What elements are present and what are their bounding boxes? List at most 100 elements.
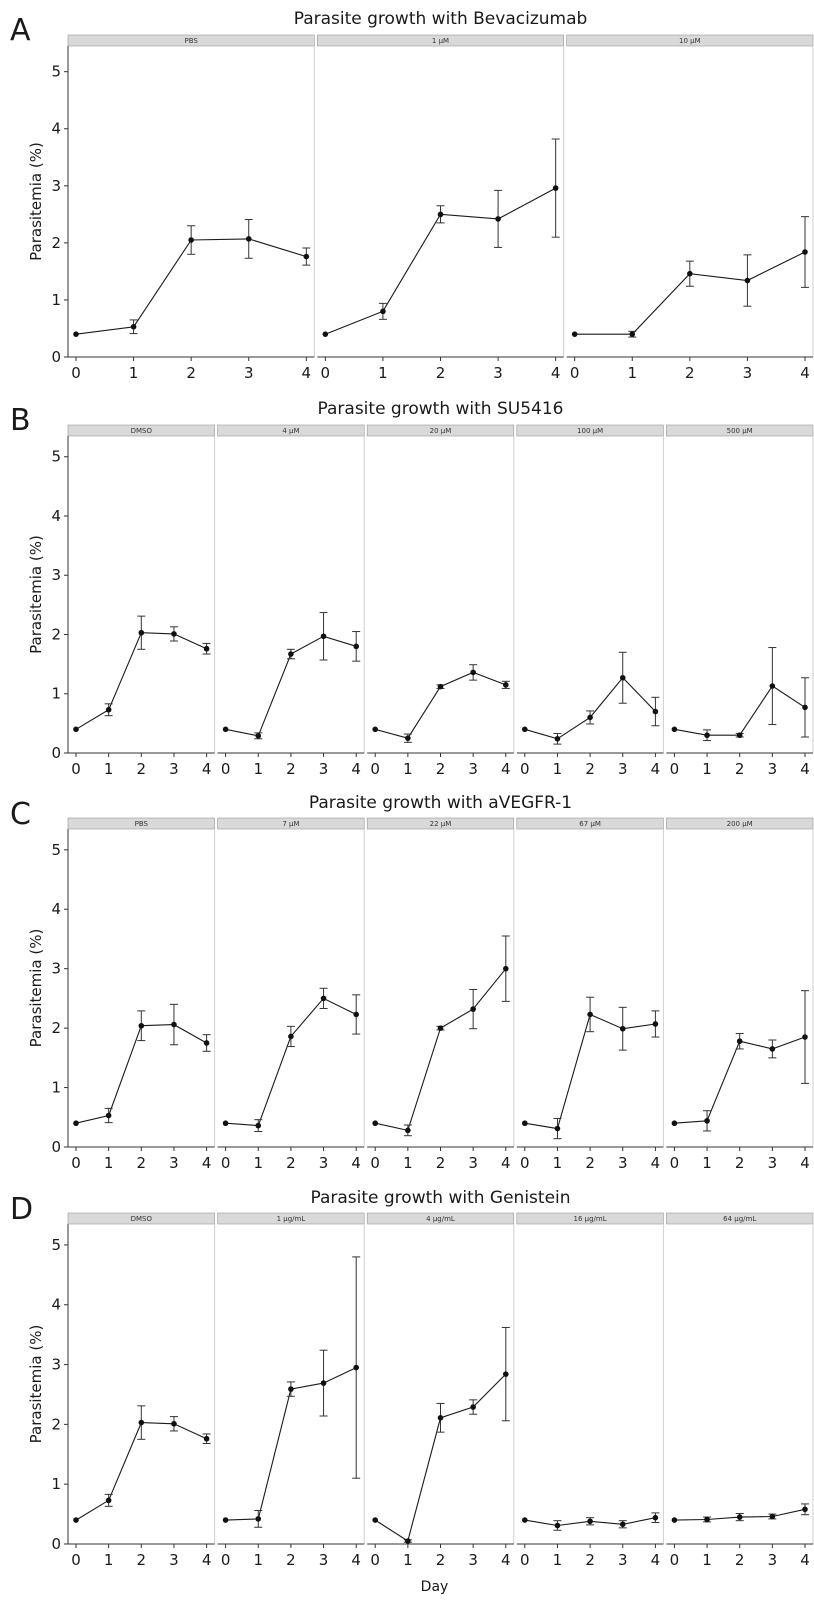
facet-label: 4 μg/mL bbox=[426, 1215, 455, 1223]
x-tick-label: 2 bbox=[436, 1551, 446, 1569]
data-point bbox=[73, 726, 79, 733]
facet-strip bbox=[366, 1212, 515, 1225]
data-point bbox=[503, 965, 509, 972]
x-tick-label: 1 bbox=[104, 760, 114, 778]
data-point bbox=[222, 1120, 229, 1127]
x-tick-label: 2 bbox=[585, 1154, 595, 1172]
panel-letter: C bbox=[10, 797, 31, 832]
data-point bbox=[255, 1516, 262, 1522]
y-tick-label: 5 bbox=[51, 63, 61, 81]
data-point bbox=[437, 1025, 444, 1031]
x-axis-title: Day bbox=[421, 1579, 449, 1595]
x-tick-label: 4 bbox=[202, 760, 212, 778]
x-tick-label: 1 bbox=[104, 1154, 114, 1172]
y-axis-title: Parasitemia (%) bbox=[27, 1325, 45, 1444]
x-tick-label: 0 bbox=[370, 760, 380, 778]
facet-strip bbox=[666, 424, 814, 437]
x-tick-label: 2 bbox=[286, 1551, 296, 1569]
x-tick-label: 4 bbox=[800, 1551, 810, 1569]
series-line bbox=[374, 1373, 507, 1542]
data-point bbox=[288, 651, 294, 657]
data-point bbox=[437, 1414, 444, 1421]
data-point bbox=[203, 1040, 210, 1046]
data-point bbox=[802, 1034, 808, 1040]
x-tick-label: 1 bbox=[553, 1154, 563, 1172]
y-axis-title: Parasitemia (%) bbox=[27, 535, 45, 654]
facet-label: 1 μM bbox=[432, 37, 449, 45]
data-point bbox=[303, 253, 310, 260]
data-point bbox=[619, 1521, 626, 1528]
data-point bbox=[587, 1518, 593, 1525]
x-tick-label: 4 bbox=[800, 760, 810, 778]
x-tick-label: 3 bbox=[618, 1154, 628, 1172]
data-point bbox=[203, 1435, 210, 1442]
facet: 16 μg/mL 0 1 2 3 4 bbox=[516, 1212, 664, 1569]
data-point bbox=[652, 1514, 659, 1521]
data-point bbox=[322, 331, 329, 337]
x-tick-label: 3 bbox=[319, 1154, 329, 1172]
x-tick-label: 4 bbox=[202, 1551, 212, 1569]
facet-strip bbox=[366, 817, 515, 830]
data-point bbox=[470, 1404, 476, 1410]
x-tick-label: 1 bbox=[253, 1551, 263, 1569]
y-tick-label: 0 bbox=[51, 1138, 61, 1156]
facet: DMSO 0 1 2 3 4 bbox=[67, 1212, 216, 1569]
data-point bbox=[619, 1025, 626, 1032]
data-point bbox=[138, 629, 145, 636]
panel-letter: B bbox=[10, 403, 31, 438]
x-tick-label: 0 bbox=[221, 760, 231, 778]
x-tick-label: 2 bbox=[685, 364, 695, 382]
data-point bbox=[222, 1517, 229, 1523]
facet-strip bbox=[516, 424, 664, 437]
data-point bbox=[554, 735, 561, 742]
x-tick-label: 2 bbox=[585, 760, 595, 778]
data-point bbox=[138, 1022, 145, 1029]
facet-strip bbox=[666, 1212, 814, 1225]
data-point bbox=[619, 674, 626, 681]
facet: 1 μM 0 1 2 3 4 bbox=[317, 34, 565, 382]
data-point bbox=[769, 1513, 776, 1520]
x-tick-label: 2 bbox=[137, 760, 147, 778]
y-tick-label: 1 bbox=[51, 1475, 61, 1493]
facet-strip bbox=[516, 817, 664, 830]
x-tick-label: 4 bbox=[501, 1551, 511, 1569]
data-point bbox=[495, 216, 501, 222]
y-tick-label: 4 bbox=[51, 1296, 61, 1314]
y-tick-label: 2 bbox=[51, 1019, 61, 1037]
facet: 4 μM 0 1 2 3 4 bbox=[217, 424, 365, 778]
data-point bbox=[372, 1120, 379, 1127]
data-point bbox=[736, 732, 743, 739]
data-point bbox=[687, 270, 693, 277]
facet: 500 μM 0 1 2 3 4 bbox=[666, 424, 814, 778]
x-tick-label: 0 bbox=[520, 760, 530, 778]
data-point bbox=[587, 714, 593, 721]
x-tick-label: 1 bbox=[403, 1154, 413, 1172]
facet-label: 20 μM bbox=[430, 427, 452, 435]
facet-label: PBS bbox=[135, 820, 149, 828]
facet-label: 100 μM bbox=[577, 427, 603, 435]
x-tick-label: 4 bbox=[651, 760, 661, 778]
x-tick-label: 2 bbox=[735, 1154, 745, 1172]
x-tick-label: 1 bbox=[129, 364, 139, 382]
x-tick-label: 3 bbox=[169, 760, 179, 778]
x-tick-label: 0 bbox=[221, 1551, 231, 1569]
x-tick-label: 4 bbox=[351, 760, 361, 778]
x-tick-label: 2 bbox=[436, 760, 446, 778]
panel-title: Parasite growth with SU5416 bbox=[318, 399, 564, 419]
facet-strip bbox=[67, 34, 315, 47]
x-tick-label: 4 bbox=[800, 364, 810, 382]
data-point bbox=[652, 1021, 659, 1027]
x-tick-label: 0 bbox=[71, 1154, 81, 1172]
x-tick-label: 0 bbox=[370, 1154, 380, 1172]
data-point bbox=[587, 1011, 593, 1018]
panel-b: B Parasite growth with SU5416 0 1 2 3 4 5 Parasi… bbox=[10, 399, 814, 778]
facet: 10 μM 0 1 2 3 4 bbox=[566, 34, 814, 382]
data-point bbox=[405, 1127, 411, 1134]
data-point bbox=[671, 1517, 678, 1523]
series-line bbox=[674, 685, 806, 736]
data-point bbox=[470, 1006, 476, 1012]
facet: 20 μM 0 1 2 3 4 bbox=[366, 424, 515, 778]
x-tick-label: 4 bbox=[651, 1551, 661, 1569]
data-point bbox=[372, 726, 379, 733]
y-axis-title: Parasitemia (%) bbox=[27, 142, 45, 261]
